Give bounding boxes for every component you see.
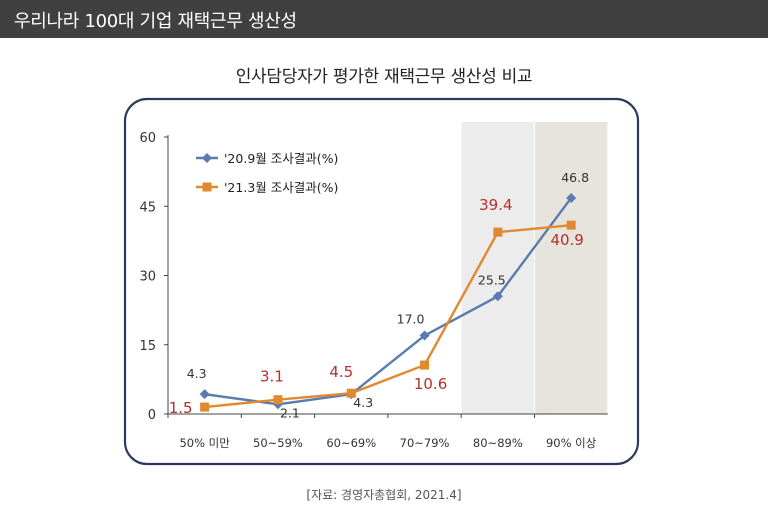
data-label: 2.1 bbox=[280, 405, 300, 420]
data-label: 25.5 bbox=[478, 272, 506, 287]
legend-label-2: '21.3월 조사결과(%) bbox=[224, 180, 338, 195]
data-label: 10.6 bbox=[414, 375, 447, 393]
series-line-2 bbox=[204, 223, 572, 409]
series-line-1 bbox=[204, 197, 573, 406]
x-tick-label: 50% 미만 bbox=[179, 436, 230, 450]
x-tick-label: 80~89% bbox=[473, 436, 523, 450]
data-label: 4.3 bbox=[353, 395, 373, 410]
data-label: 3.1 bbox=[260, 368, 284, 386]
header-bar bbox=[0, 0, 768, 38]
data-point-square bbox=[493, 227, 503, 237]
y-tick-label: 30 bbox=[139, 270, 156, 285]
page-title: 우리나라 100대 기업 재택근무 생산성 bbox=[14, 11, 297, 32]
chart-title: 인사담당자가 평가한 재택근무 생산성 비교 bbox=[235, 67, 533, 87]
data-point-diamond bbox=[566, 192, 577, 203]
legend-label-1: '20.9월 조사결과(%) bbox=[224, 151, 338, 166]
data-point-square bbox=[200, 402, 210, 412]
highlight-band bbox=[461, 122, 534, 414]
data-label: 46.8 bbox=[561, 170, 589, 185]
source-note: [자료: 경영자총협회, 2021.4] bbox=[306, 488, 462, 502]
data-point-square bbox=[566, 220, 576, 230]
data-label: 4.3 bbox=[187, 366, 207, 381]
highlight-band bbox=[535, 122, 608, 414]
y-tick-label: 0 bbox=[148, 408, 156, 423]
data-point-diamond bbox=[199, 389, 210, 400]
data-label: 17.0 bbox=[397, 312, 425, 327]
y-tick-label: 45 bbox=[139, 200, 156, 215]
data-label: 39.4 bbox=[479, 196, 512, 214]
data-point-diamond bbox=[492, 291, 503, 302]
x-tick-label: 90% 이상 bbox=[546, 436, 597, 450]
x-tick-label: 70~79% bbox=[400, 436, 450, 450]
data-point-square bbox=[346, 388, 356, 398]
legend-marker-square bbox=[202, 182, 212, 192]
data-label: 1.5 bbox=[169, 399, 193, 417]
data-label: 4.5 bbox=[329, 363, 353, 381]
legend-marker-diamond bbox=[202, 153, 212, 163]
y-tick-label: 60 bbox=[139, 131, 156, 146]
y-tick-label: 15 bbox=[139, 339, 156, 354]
x-tick-label: 60~69% bbox=[326, 436, 376, 450]
data-point-diamond bbox=[419, 330, 430, 341]
x-tick-label: 50~59% bbox=[253, 436, 303, 450]
data-point-square bbox=[273, 395, 283, 405]
data-point-square bbox=[420, 360, 430, 370]
data-label: 40.9 bbox=[550, 231, 583, 249]
